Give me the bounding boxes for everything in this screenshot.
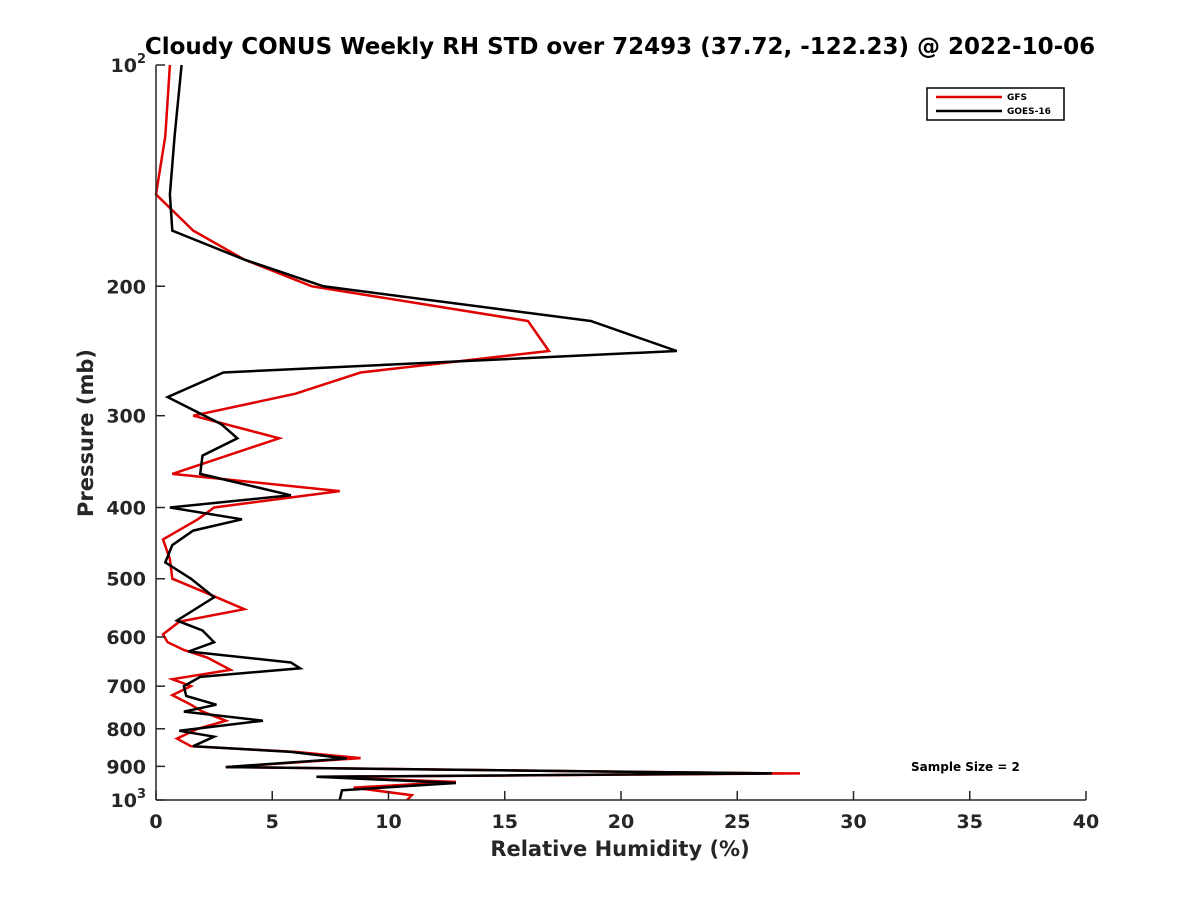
x-tick-label: 30 [840,811,866,833]
y-tick-label: 200 [106,276,146,298]
y-tick-label: 300 [106,406,146,428]
x-tick-label: 10 [375,811,401,833]
x-tick-label: 15 [492,811,518,833]
x-tick-label: 0 [149,811,162,833]
y-axis-label: Pressure (mb) [74,349,98,517]
legend-label-goes16: GOES-16 [1007,107,1051,117]
y-tick-label: 900 [106,756,146,778]
sample-size-annotation: Sample Size = 2 [911,760,1020,774]
series-line-gfs [154,64,801,801]
legend: GFS GOES-16 [926,87,1065,121]
y-tick-label: 400 [106,498,146,520]
x-axis-label: Relative Humidity (%) [490,837,749,861]
y-tick-label: 103 [111,787,147,812]
x-tick-label: 25 [724,811,750,833]
x-tick-label: 35 [957,811,983,833]
legend-box [926,87,1065,121]
y-tick-label: 600 [106,627,146,649]
axes-layer: 0 5 10 15 20 25 30 35 40 102 200 300 400 500 600 700 800… [106,52,1099,833]
y-tick-label: 700 [106,676,146,698]
legend-label-gfs: GFS [1007,93,1027,103]
chart-title: Cloudy CONUS Weekly RH STD over 72493 (3… [145,34,1095,60]
y-tick-label: 500 [106,569,146,591]
x-tick-label: 5 [266,811,279,833]
x-tick-label: 40 [1073,811,1099,833]
x-tick-label: 20 [608,811,634,833]
series-layer [154,64,801,801]
y-tick-label: 800 [106,719,146,741]
y-tick-label: 102 [111,52,147,77]
series-line-goes16 [163,64,773,801]
